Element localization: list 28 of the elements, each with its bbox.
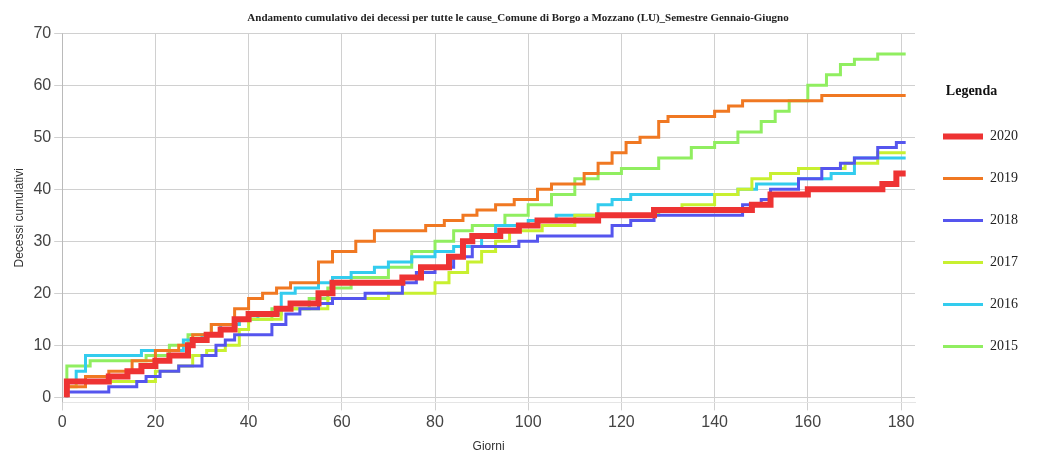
x-tick-label: 120 bbox=[608, 413, 635, 431]
x-tick-label: 100 bbox=[514, 413, 542, 431]
y-tick-label: 60 bbox=[33, 75, 52, 93]
legend-label: 2020 bbox=[990, 128, 1018, 144]
x-tick-label: 80 bbox=[426, 413, 445, 431]
x-tick-label: 40 bbox=[239, 413, 258, 431]
y-tick-label: 10 bbox=[33, 335, 52, 353]
legend-label: 2017 bbox=[990, 254, 1018, 270]
y-tick-label: 70 bbox=[33, 23, 52, 41]
chart-title: Andamento cumulativo dei decessi per tutte le cause_Comune di Borgo a Mozzano (LU)_Semestre Gennaio-Giugno bbox=[247, 11, 790, 25]
y-tick-label: 30 bbox=[33, 231, 52, 249]
x-tick-label: 60 bbox=[332, 413, 351, 431]
y-tick-label: 40 bbox=[33, 179, 52, 197]
legend-label: 2019 bbox=[990, 170, 1018, 186]
x-tick-label: 20 bbox=[146, 413, 165, 431]
y-axis-title: Decessi cumulativi bbox=[11, 168, 26, 268]
y-tick-label: 0 bbox=[42, 387, 52, 405]
x-tick-label: 140 bbox=[701, 413, 729, 431]
legend-label: 2018 bbox=[990, 212, 1018, 228]
legend-label: 2016 bbox=[990, 296, 1018, 312]
y-tick-label: 20 bbox=[33, 283, 52, 301]
x-axis-title: Giorni bbox=[472, 439, 505, 454]
legend-title: Legenda bbox=[945, 83, 998, 99]
x-tick-label: 0 bbox=[57, 413, 67, 431]
x-tick-label: 160 bbox=[794, 413, 822, 431]
x-tick-label: 180 bbox=[887, 413, 915, 431]
legend-label: 2015 bbox=[990, 338, 1018, 354]
y-tick-label: 50 bbox=[33, 127, 52, 145]
